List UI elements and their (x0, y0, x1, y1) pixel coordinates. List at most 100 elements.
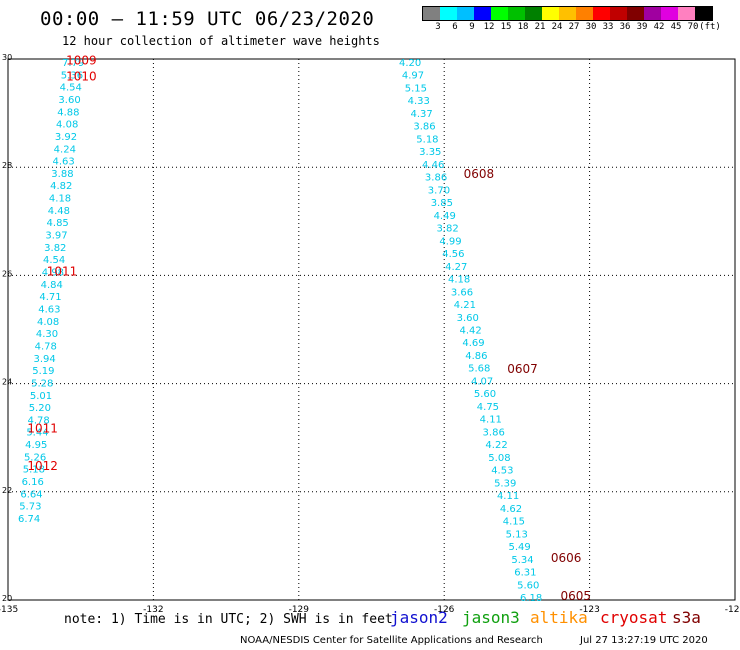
pass-number-label: 0605 (561, 589, 592, 603)
wave-height-value: 4.99 (439, 236, 461, 247)
wave-height-value: 6.16 (22, 477, 44, 488)
wave-height-value: 5.15 (405, 83, 427, 94)
pass-number-label: 0607 (507, 362, 538, 376)
legend-cryosat: cryosat (600, 608, 668, 627)
wave-height-value: 4.54 (60, 83, 82, 94)
y-tick-label: 26 (2, 269, 12, 278)
scale-label: 70 (687, 22, 699, 32)
wave-height-value: 3.66 (451, 287, 473, 298)
legend-jason3: jason3 (462, 608, 520, 627)
wave-height-value: 4.07 (471, 376, 493, 387)
wave-height-value: 4.24 (54, 144, 76, 155)
scale-label: 24 (551, 22, 563, 32)
scale-label: 42 (653, 22, 665, 32)
wave-height-value: 5.34 (511, 555, 533, 566)
wave-height-value: 4.22 (485, 440, 507, 451)
scale-swatch (678, 7, 695, 20)
scale-label: 18 (517, 22, 529, 32)
x-tick-label: -129 (289, 605, 310, 615)
wave-height-value: 4.95 (25, 440, 47, 451)
wave-height-value: 4.42 (460, 326, 482, 337)
wave-height-value: 3.86 (413, 122, 435, 133)
scale-swatch (474, 7, 491, 20)
scale-swatch (423, 7, 440, 20)
wave-height-value: 4.18 (49, 194, 71, 205)
wave-height-value: 6.18 (520, 593, 542, 604)
wave-height-value: 4.82 (50, 181, 72, 192)
scale-label: 3 (435, 22, 441, 32)
wave-height-value: 4.46 (422, 160, 444, 171)
wave-height-value: 4.98 (42, 268, 64, 279)
wave-height-value: 3.35 (419, 147, 441, 158)
scale-label: 21 (534, 22, 546, 32)
x-tick-label: -132 (143, 605, 163, 615)
wave-height-value: 4.15 (503, 517, 525, 528)
pass-number-label: 1011 (47, 264, 78, 278)
pass-number-label: 1009 (66, 53, 97, 67)
wave-height-value: 3.85 (431, 198, 453, 209)
wave-height-value: 5.60 (517, 580, 539, 591)
wave-height-value: 5.28 (31, 378, 53, 389)
credit-line: NOAA/NESDIS Center for Satellite Applica… (240, 635, 543, 646)
wave-height-value: 3.92 (55, 132, 77, 143)
wave-height-value: 4.49 (434, 211, 456, 222)
wave-height-value: 4.11 (497, 491, 519, 502)
scale-swatch (644, 7, 661, 20)
wave-height-value: 4.97 (402, 71, 424, 82)
wave-height-value: 4.56 (442, 249, 464, 260)
scale-swatch (576, 7, 593, 20)
wave-height-value: 4.08 (37, 317, 59, 328)
wave-height-value: 4.54 (43, 255, 65, 266)
wave-height-value: 4.69 (462, 338, 484, 349)
scale-label: 27 (568, 22, 580, 32)
wave-height-value: 5.36 (61, 70, 83, 81)
x-tick-label: -123 (579, 605, 599, 615)
wave-height-value: 4.63 (38, 304, 60, 315)
scale-swatch (610, 7, 627, 20)
y-tick-label: 20 (2, 594, 12, 603)
wave-height-value: 4.20 (399, 58, 421, 69)
wave-height-value: 5.08 (488, 453, 510, 464)
x-tick-label: -120 (725, 605, 740, 615)
wave-height-value: 4.18 (448, 275, 470, 286)
scale-swatch (508, 7, 525, 20)
scale-swatch (491, 7, 508, 20)
wave-height-value: 5.68 (468, 364, 490, 375)
scale-swatch (559, 7, 576, 20)
map-frame (7, 58, 736, 601)
scale-label: 33 (602, 22, 614, 32)
chart-title: 00:00 – 11:59 UTC 06/23/2020 (40, 8, 375, 30)
scale-label: 45 (670, 22, 682, 32)
x-tick-label: -135 (0, 605, 18, 615)
wave-height-value: 5.19 (32, 366, 54, 377)
wave-height-value: 5.20 (29, 403, 51, 414)
wave-height-value: 4.78 (35, 341, 57, 352)
scale-swatch (695, 7, 712, 20)
wave-height-value: 3.86 (483, 427, 505, 438)
x-tick-label: -126 (434, 605, 455, 615)
wave-height-value: 3.94 (33, 354, 55, 365)
legend-s3a: s3a (672, 608, 701, 627)
wave-height-value: 5.60 (474, 389, 496, 400)
wave-height-value: 6.64 (20, 489, 42, 500)
scale-label: 15 (500, 22, 512, 32)
wave-height-value: 4.53 (491, 466, 513, 477)
wave-height-value: 4.75 (477, 402, 499, 413)
wave-height-value: 5.73 (19, 502, 41, 513)
color-scale-bar (422, 6, 713, 21)
wave-height-value: 6.74 (18, 514, 40, 525)
scale-swatch (542, 7, 559, 20)
wave-height-value: 3.88 (51, 169, 73, 180)
wave-height-value: 3.82 (44, 243, 66, 254)
scale-label: 39 (636, 22, 648, 32)
wave-height-value: 3.60 (58, 95, 80, 106)
legend-altika: altika (530, 608, 588, 627)
wave-height-value: 5.01 (30, 391, 52, 402)
scale-swatch (593, 7, 610, 20)
wave-height-value: 5.18 (23, 465, 45, 476)
wave-height-value: 5.13 (506, 529, 528, 540)
pass-number-label: 0606 (551, 551, 582, 565)
wave-height-value: 4.85 (47, 218, 69, 229)
wave-height-value: 4.62 (500, 504, 522, 515)
